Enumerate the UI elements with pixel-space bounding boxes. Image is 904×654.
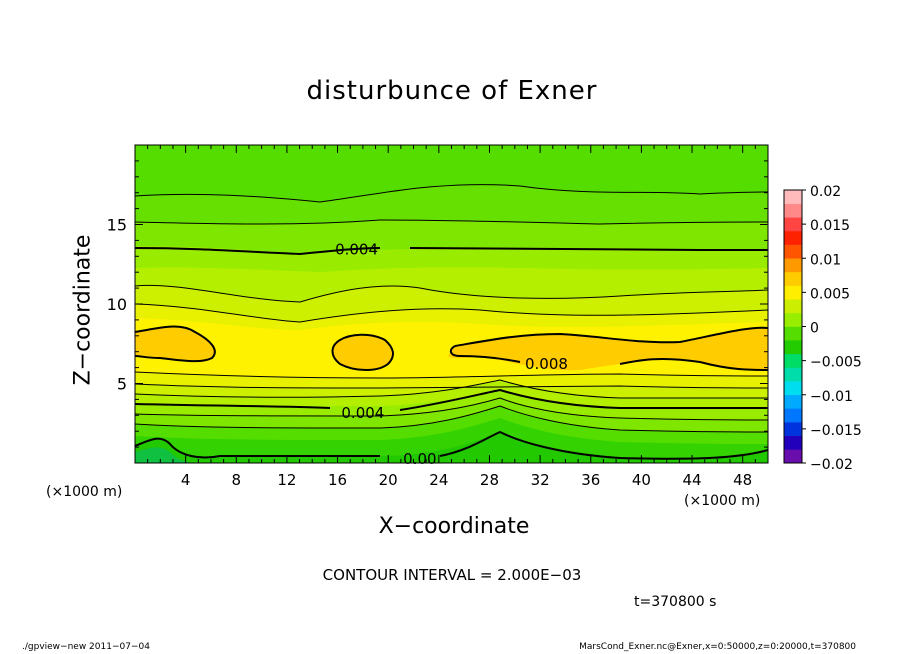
x-axis-unit-right: (×1000 m) — [684, 493, 761, 509]
colorbar-swatch — [784, 299, 802, 314]
x-tick-label: 32 — [531, 471, 550, 489]
contour-line — [135, 303, 768, 323]
contour-line-bold — [135, 430, 768, 460]
colorbar-swatch — [784, 394, 802, 409]
colorbar-tick-label: 0.01 — [810, 252, 841, 268]
y-axis-label: Z−coordinate — [70, 234, 96, 386]
x-tick-label: 24 — [429, 471, 448, 489]
fill-band-lower-7 — [135, 418, 768, 463]
y-tick-label: 5 — [117, 375, 127, 394]
colorbar-swatch — [784, 449, 802, 464]
colorbar-tick-label: −0.005 — [810, 355, 862, 371]
contour-label: 0.004 — [341, 404, 384, 422]
y-tick-label: 10 — [107, 295, 127, 314]
x-tick-label: 4 — [181, 471, 191, 489]
x-tick-label: 8 — [232, 471, 242, 489]
x-tick-label: 20 — [379, 471, 398, 489]
contour-label: 0.008 — [525, 355, 568, 373]
colorbar-swatch — [784, 258, 802, 273]
colorbar-swatch — [784, 367, 802, 382]
y-axis-ticks: 5 10 15 — [107, 160, 768, 448]
contour-line — [135, 397, 768, 421]
colorbar-swatch — [784, 435, 802, 450]
contour-line — [135, 383, 768, 389]
contour-label: 0.004 — [335, 240, 378, 258]
colorbar: 0.02 0.015 0.01 0.005 0 −0.005 −0.01 −0.015 −0.0… — [783, 184, 862, 473]
contour-line-bold — [135, 388, 768, 411]
contour-line — [135, 405, 768, 433]
contour-line-bold — [135, 325, 216, 363]
x-axis-ticks: 4 8 12 16 20 24 28 32 36 40 44 48 — [147, 145, 756, 489]
fill-max-left — [135, 326, 215, 362]
fill-band-bottom-2 — [135, 447, 200, 463]
colorbar-swatch — [784, 230, 802, 245]
contour-line — [135, 371, 768, 379]
contour-line — [135, 184, 768, 203]
x-tick-label: 12 — [277, 471, 296, 489]
x-tick-label: 36 — [581, 471, 600, 489]
colorbar-swatch — [784, 244, 802, 259]
colorbar-swatch — [784, 271, 802, 286]
fill-max-center — [332, 334, 394, 370]
time-stamp: t=370800 s — [634, 594, 717, 610]
colorbar-tick-label: 0.005 — [810, 286, 850, 302]
colorbar-tick-label: 0.015 — [810, 218, 850, 234]
colorbar-swatch — [784, 408, 802, 423]
contour-interval-text: CONTOUR INTERVAL = 2.000E−03 — [322, 566, 582, 584]
footer-right: MarsCond_Exner.nc@Exner,x=0:50000,z=0:20… — [579, 642, 856, 652]
footer-left: ./gpview−new 2011−07−04 — [22, 642, 150, 652]
colorbar-swatch — [784, 217, 802, 232]
colorbar-swatch — [784, 190, 802, 204]
x-tick-label: 48 — [733, 471, 752, 489]
colorbar-tick-label: 0 — [810, 321, 819, 337]
colorbar-swatch — [784, 312, 802, 327]
y-tick-label: 15 — [107, 216, 127, 235]
contour-line-bold — [449, 326, 768, 371]
contour-line — [135, 284, 768, 303]
contour-label: 0.00 — [403, 450, 436, 468]
contour-lines — [135, 184, 768, 460]
colorbar-tick-label: −0.02 — [810, 457, 853, 473]
colorbar-tick-label: −0.015 — [810, 423, 862, 439]
colorbar-swatch — [784, 340, 802, 355]
colorbar-swatch — [784, 381, 802, 396]
colorbar-tick-label: 0.02 — [810, 184, 841, 200]
contour-line — [135, 379, 768, 399]
x-axis-label: X−coordinate — [378, 514, 530, 539]
contour-line-bold — [331, 333, 394, 371]
contour-labels: 0.004 0.008 0.004 0.00 — [335, 240, 568, 468]
contour-line — [135, 219, 768, 225]
x-tick-label: 16 — [328, 471, 347, 489]
x-tick-label: 44 — [682, 471, 701, 489]
chart-title: disturbunce of Exner — [306, 76, 598, 106]
x-tick-label: 40 — [632, 471, 651, 489]
colorbar-swatch — [784, 203, 802, 218]
x-axis-unit-left: (×1000 m) — [46, 484, 123, 500]
contour-line-bold — [135, 247, 768, 256]
x-tick-label: 28 — [480, 471, 499, 489]
colorbar-swatch — [784, 285, 802, 300]
colorbar-swatch — [784, 353, 802, 368]
colorbar-tick-label: −0.01 — [810, 389, 853, 405]
colorbar-swatch — [784, 422, 802, 436]
colorbar-swatch — [784, 326, 802, 341]
